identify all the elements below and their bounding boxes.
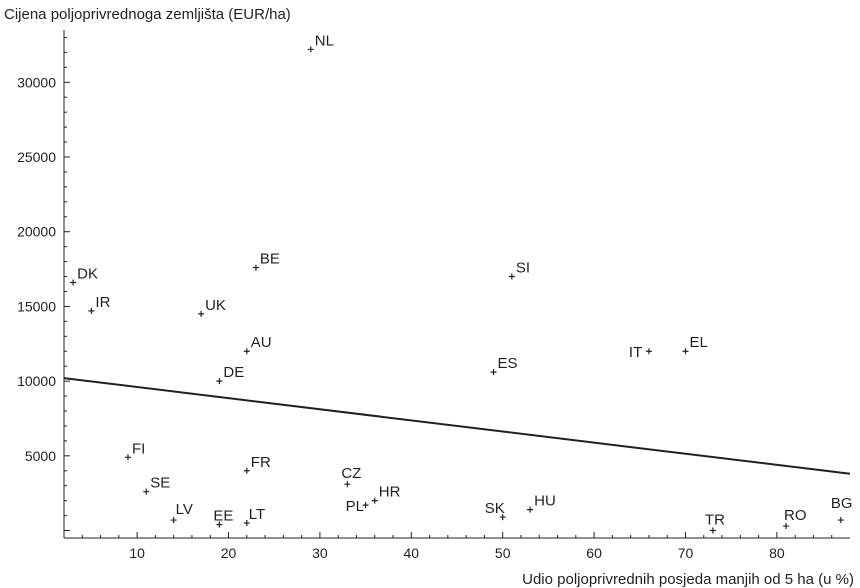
x-tick-label: 40 [404,545,420,561]
data-point-fr [243,467,250,474]
x-tick-label: 50 [495,545,511,561]
data-point-bg [837,517,844,524]
x-tick-label: 70 [678,545,694,561]
point-label-it: IT [629,344,642,361]
trend-line [63,377,851,475]
x-tick-label: 60 [586,545,602,561]
point-label-lv: LV [176,501,193,518]
data-point-sk [499,514,506,521]
x-tick-label: 20 [221,545,237,561]
data-point-it [645,348,652,355]
point-label-ro: RO [784,507,807,524]
point-label-hu: HU [534,493,556,510]
data-point-hr [371,497,378,504]
point-label-sk: SK [485,500,505,517]
data-point-tr [709,527,716,534]
data-point-se [143,488,150,495]
data-point-lv [170,517,177,524]
data-point-be [252,264,259,271]
point-label-fr: FR [251,454,271,471]
data-point-es [490,369,497,376]
point-label-fi: FI [132,440,145,457]
data-point-lt [243,520,250,527]
y-axis-title: Cijena poljoprivrednoga zemljišta (EUR/h… [4,6,291,23]
data-point-el [682,348,689,355]
x-tick-label: 30 [312,545,328,561]
point-label-es: ES [498,355,518,372]
data-point-uk [198,310,205,317]
x-axis-title: Udio poljoprivrednih posjeda manjih od 5… [522,571,854,588]
point-label-lt: LT [249,506,265,523]
x-tick-label: 10 [129,545,145,561]
point-label-au: AU [251,334,272,351]
y-tick-label: 15000 [17,298,56,314]
point-label-uk: UK [205,297,226,314]
data-point-ir [88,307,95,314]
point-label-pl: PL [346,498,364,515]
point-label-ee: EE [213,508,233,525]
point-label-se: SE [150,475,170,492]
y-tick-label: 5000 [25,448,56,464]
y-tick-label: 30000 [17,74,56,90]
data-point-ee [216,521,223,528]
y-tick-label: 25000 [17,149,56,165]
point-label-de: DE [223,364,244,381]
data-point-nl [307,46,314,53]
point-label-cz: CZ [341,465,361,482]
point-label-bg: BG [831,495,853,512]
point-label-be: BE [260,251,280,268]
data-point-dk [70,279,77,286]
data-point-ro [783,523,790,530]
y-tick-label: 20000 [17,224,56,240]
data-point-au [243,348,250,355]
data-point-pl [362,502,369,509]
data-point-cz [344,481,351,488]
point-label-hr: HR [379,484,401,501]
x-tick-label: 80 [769,545,785,561]
data-point-fi [124,454,131,461]
point-label-nl: NL [315,32,334,49]
point-label-tr: TR [705,512,725,529]
data-point-de [216,378,223,385]
point-label-si: SI [516,260,530,277]
point-label-ir: IR [95,294,110,311]
point-label-dk: DK [77,266,98,283]
data-point-si [508,273,515,280]
y-tick-label: 10000 [17,373,56,389]
point-label-el: EL [689,334,707,351]
data-point-hu [527,506,534,513]
